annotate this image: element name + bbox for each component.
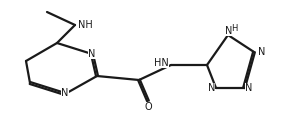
Text: H: H bbox=[232, 24, 238, 33]
Text: N: N bbox=[61, 88, 69, 98]
Text: N: N bbox=[245, 83, 252, 93]
Text: N: N bbox=[88, 49, 96, 59]
Text: N: N bbox=[225, 26, 233, 36]
Text: N: N bbox=[208, 83, 215, 93]
Text: HN: HN bbox=[154, 58, 169, 68]
Text: N: N bbox=[258, 47, 265, 57]
Text: NH: NH bbox=[78, 20, 93, 30]
Text: O: O bbox=[144, 102, 152, 112]
